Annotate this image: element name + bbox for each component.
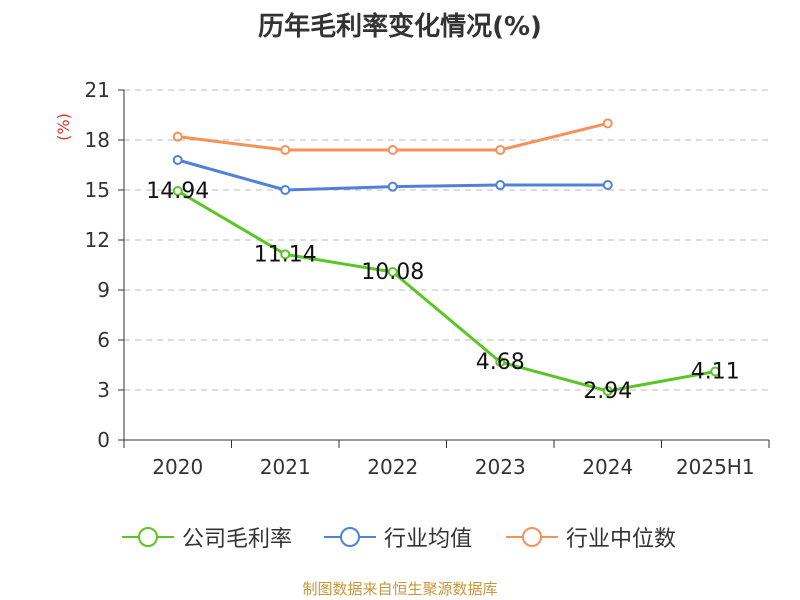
data-point xyxy=(495,180,506,190)
y-tick-label: 3 xyxy=(97,378,110,402)
x-tick-label: 2022 xyxy=(367,455,418,479)
y-tick-label: 9 xyxy=(97,278,110,302)
y-axis-unit-label: (%) xyxy=(54,113,73,141)
series-line xyxy=(176,189,716,393)
data-point xyxy=(280,145,291,155)
data-label: 11.14 xyxy=(254,242,317,267)
legend-label: 公司毛利率 xyxy=(182,527,293,552)
data-point xyxy=(172,131,183,142)
y-tick-label: 18 xyxy=(85,128,110,152)
data-label: 14.94 xyxy=(146,179,209,204)
x-tick-label: 2023 xyxy=(475,455,526,479)
data-labels: 14.94 11.14 10.08 4.68 2.94 4.11 xyxy=(146,179,739,404)
data-point xyxy=(602,180,613,190)
legend-item[interactable]: 行业均值 xyxy=(324,519,472,555)
data-point xyxy=(280,185,291,195)
y-tick-label: 0 xyxy=(97,428,110,452)
axes: 0 3 6 9 12 15 18 21 (%) 2020 2021 2022 2023 2024 2025H… xyxy=(54,78,770,479)
data-point xyxy=(495,145,506,155)
y-tick-label: 12 xyxy=(85,228,110,252)
data-point xyxy=(495,357,506,367)
data-point xyxy=(387,267,398,277)
data-point xyxy=(387,181,398,192)
data-label: 4.11 xyxy=(691,360,740,385)
data-label: 2.94 xyxy=(583,379,632,404)
data-point xyxy=(710,366,721,377)
legend-line-marker-icon xyxy=(122,527,174,547)
data-label: 4.68 xyxy=(476,350,525,375)
x-tick-label: 2024 xyxy=(582,455,633,479)
x-tick-label: 2020 xyxy=(152,455,203,479)
x-tick-label: 2021 xyxy=(260,455,311,479)
data-point xyxy=(387,145,398,155)
x-tick-label: 2025H1 xyxy=(676,455,755,479)
data-label: 10.08 xyxy=(361,260,424,285)
legend-label: 行业中位数 xyxy=(566,527,677,552)
legend-line-marker-icon xyxy=(506,527,558,547)
gridlines xyxy=(124,89,769,391)
series-lines xyxy=(172,118,721,396)
chart-title: 历年毛利率变化情况(%) xyxy=(258,12,542,42)
data-point xyxy=(172,155,183,165)
y-tick-label: 6 xyxy=(97,328,110,352)
y-tick-label: 15 xyxy=(85,178,110,202)
data-point xyxy=(172,186,183,196)
legend-label: 行业均值 xyxy=(384,527,473,552)
legend-item[interactable]: 行业中位数 xyxy=(506,519,676,555)
legend-item[interactable]: 公司毛利率 xyxy=(122,519,292,555)
data-point xyxy=(602,386,613,396)
legend-line-marker-icon xyxy=(324,527,376,547)
source-note: 制图数据来自恒生聚源数据库 xyxy=(302,580,498,598)
data-point xyxy=(280,249,291,260)
data-point xyxy=(602,118,613,129)
y-tick-label: 21 xyxy=(85,78,110,102)
legend: 公司毛利率 行业均值 行业中位数 xyxy=(0,519,800,555)
